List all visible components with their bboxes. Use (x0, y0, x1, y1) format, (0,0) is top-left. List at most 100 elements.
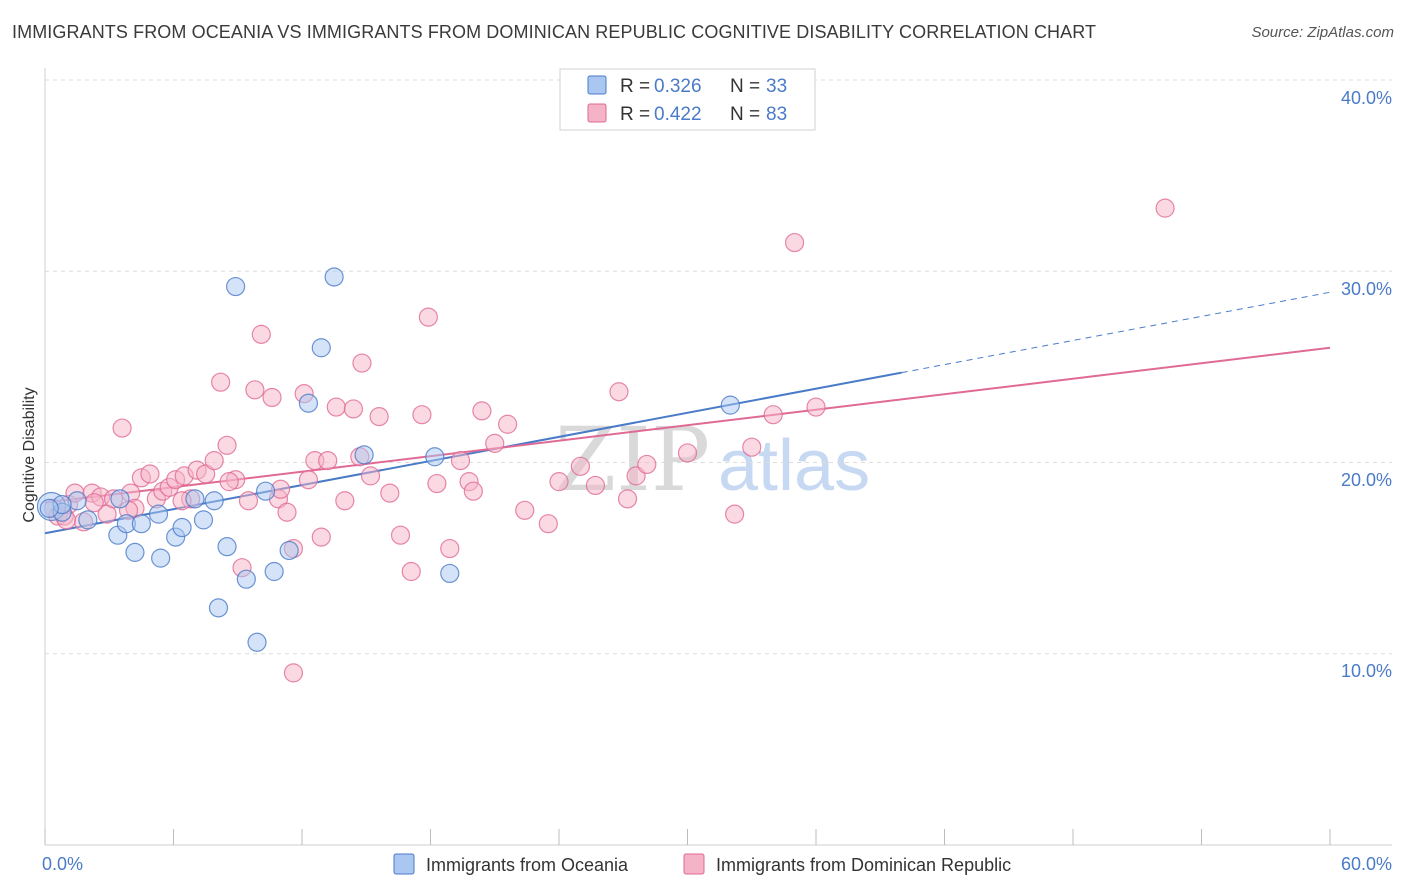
dominican-point (401, 561, 421, 582)
dominican-point (204, 450, 224, 471)
oceania-point (311, 338, 331, 358)
trend-extension-0 (901, 291, 1331, 374)
data-points (36, 198, 1175, 683)
dominican-point (311, 527, 331, 547)
trend-line-1 (44, 346, 1331, 504)
y-axis-label: Cognitive Disability (21, 387, 38, 522)
dominican-point (318, 450, 338, 471)
dominican-point (485, 433, 505, 453)
dominican-point (84, 493, 104, 513)
dominican-point (211, 372, 231, 392)
dominican-point (1155, 198, 1175, 218)
y-tick-label-10: 10.0% (1341, 661, 1392, 681)
dominican-point (335, 491, 355, 511)
oceania-point (110, 489, 130, 509)
oceania-point (217, 537, 237, 557)
dominican-point (725, 504, 745, 524)
dominican-point (418, 307, 438, 327)
dominican-point (806, 397, 826, 417)
dominican-point (472, 401, 492, 421)
legend-n-value-oceania: 33 (766, 76, 787, 97)
oceania-point (172, 517, 192, 538)
dominican-point (427, 473, 447, 494)
dominican-point (450, 450, 471, 471)
oceania-point (247, 632, 267, 652)
dominican-point (326, 397, 346, 417)
bottom-legend-label-oceania: Immigrants from Oceania (426, 855, 629, 875)
dominican-point (140, 464, 160, 484)
oceania-point (425, 447, 445, 467)
oceania-point (324, 267, 344, 287)
oceania-point (298, 393, 319, 413)
dominican-point (637, 454, 657, 475)
y-tick-label-40: 40.0% (1341, 88, 1392, 108)
dominican-point (219, 472, 239, 492)
legend-r-label-oceania: R = (620, 76, 650, 97)
series-legend: Immigrants from Oceania Immigrants from … (393, 853, 1011, 875)
oceania-point (226, 276, 246, 297)
x-tick-label-max: 60.0% (1341, 854, 1392, 874)
axes (44, 68, 1392, 846)
dominican-point (283, 663, 304, 683)
oceania-point (78, 510, 98, 530)
dominican-point (538, 514, 558, 534)
dominican-point (217, 435, 237, 455)
oceania-point (151, 548, 171, 568)
oceania-point (354, 445, 374, 465)
oceania-point (236, 569, 256, 589)
legend-r-label-dominican: R = (620, 104, 650, 125)
dominican-point (196, 464, 216, 484)
dominican-point (390, 525, 411, 545)
bottom-legend-swatch-dominican (683, 853, 705, 875)
oceania-point (131, 514, 151, 534)
stats-legend: R = 0.326 N = 33 R = 0.422 N = 83 (559, 68, 816, 131)
oceania-point (39, 498, 59, 518)
bottom-legend-label-dominican: Immigrants from Dominican Republic (716, 855, 1011, 875)
dominican-point (585, 475, 606, 496)
dominican-point (742, 437, 762, 457)
y-tick-label-30: 30.0% (1341, 279, 1392, 299)
dominican-point (360, 466, 381, 486)
dominican-point (617, 489, 638, 509)
dominican-point (298, 470, 319, 490)
source-label: Source: ZipAtlas.com (1251, 24, 1394, 41)
dominican-point (343, 399, 363, 419)
oceania-point (208, 598, 229, 618)
dominican-point (262, 387, 282, 408)
oceania-point (279, 540, 299, 561)
x-tick-label-min: 0.0% (42, 854, 83, 874)
dominican-point (498, 414, 518, 434)
dominican-point (515, 500, 535, 520)
dominican-point (380, 483, 400, 503)
oceania-point (193, 510, 214, 530)
oceania-point (204, 491, 224, 511)
dominican-point (245, 380, 265, 400)
dominican-point (784, 232, 805, 253)
legend-swatch-dominican (587, 103, 607, 123)
oceania-point (255, 481, 276, 501)
bottom-legend-swatch-oceania (393, 853, 415, 875)
legend-n-label-dominican: N = (730, 104, 760, 125)
dominican-point (677, 443, 698, 463)
dominican-point (763, 405, 783, 425)
watermark-atlas: atlas (718, 426, 870, 506)
dominican-point (412, 405, 432, 425)
legend-swatch-oceania (587, 75, 607, 95)
dominican-point (369, 407, 389, 427)
y-tick-label-20: 20.0% (1341, 470, 1392, 490)
dominican-point (277, 502, 297, 522)
dominican-point (440, 538, 460, 559)
dominican-point (352, 353, 372, 373)
dominican-point (570, 456, 591, 476)
legend-r-value-oceania: 0.326 (654, 76, 702, 97)
oceania-point (125, 542, 145, 562)
dominican-point (609, 382, 629, 402)
dominican-point (463, 481, 483, 501)
oceania-point (264, 561, 284, 582)
legend-r-value-dominican: 0.422 (654, 104, 702, 125)
dominican-point (251, 324, 271, 344)
oceania-point (720, 395, 740, 415)
oceania-point (440, 563, 460, 584)
chart-title: IMMIGRANTS FROM OCEANIA VS IMMIGRANTS FR… (12, 22, 1097, 42)
legend-n-label-oceania: N = (730, 76, 760, 97)
